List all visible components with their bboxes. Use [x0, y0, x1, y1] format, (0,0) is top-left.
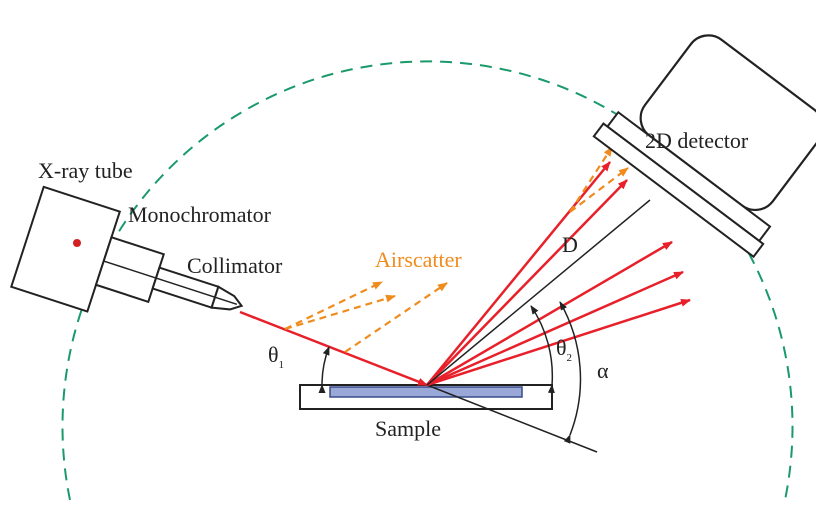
theta1-label: θ1 [268, 342, 284, 371]
detector-housing [639, 34, 816, 212]
alpha-angle-arc [559, 301, 582, 444]
diffracted-beam-4 [426, 270, 684, 387]
diffracted-beam-3 [426, 240, 673, 387]
diffracted-beam-1 [426, 161, 611, 386]
airscatter-label: Airscatter [375, 247, 462, 272]
sample-label: Sample [375, 416, 441, 441]
detector-assembly [592, 34, 816, 259]
detector-label: 2D detector [645, 128, 749, 153]
collimator-label: Collimator [187, 253, 283, 278]
focal-spot-icon [73, 239, 81, 247]
airscatter-arrow-5 [569, 167, 629, 213]
theta2-label: θ2 [556, 335, 572, 364]
sample-specimen [329, 386, 523, 398]
airscatter-arrow-1 [284, 281, 383, 330]
diffracted-beam-2 [426, 179, 628, 386]
diffracted-beam-5 [426, 298, 691, 387]
xray-tube-assembly [10, 185, 244, 313]
incident-beam [239, 310, 428, 387]
distance-label: D [562, 232, 578, 257]
airscatter-arrow-3 [344, 282, 448, 353]
theta2-angle-arc [530, 305, 555, 394]
theta1-angle-arc [318, 346, 330, 394]
airscatter-arrow-4 [569, 146, 613, 213]
airscatter-arrow-2 [284, 294, 396, 331]
xray-tube-housing [10, 185, 122, 313]
detector-distance-line [426, 199, 651, 386]
monochromator-label: Monochromator [128, 202, 272, 227]
xray-tube-label: X-ray tube [38, 158, 133, 183]
detector-face-inner [592, 122, 765, 259]
alpha-label: α [597, 358, 609, 383]
